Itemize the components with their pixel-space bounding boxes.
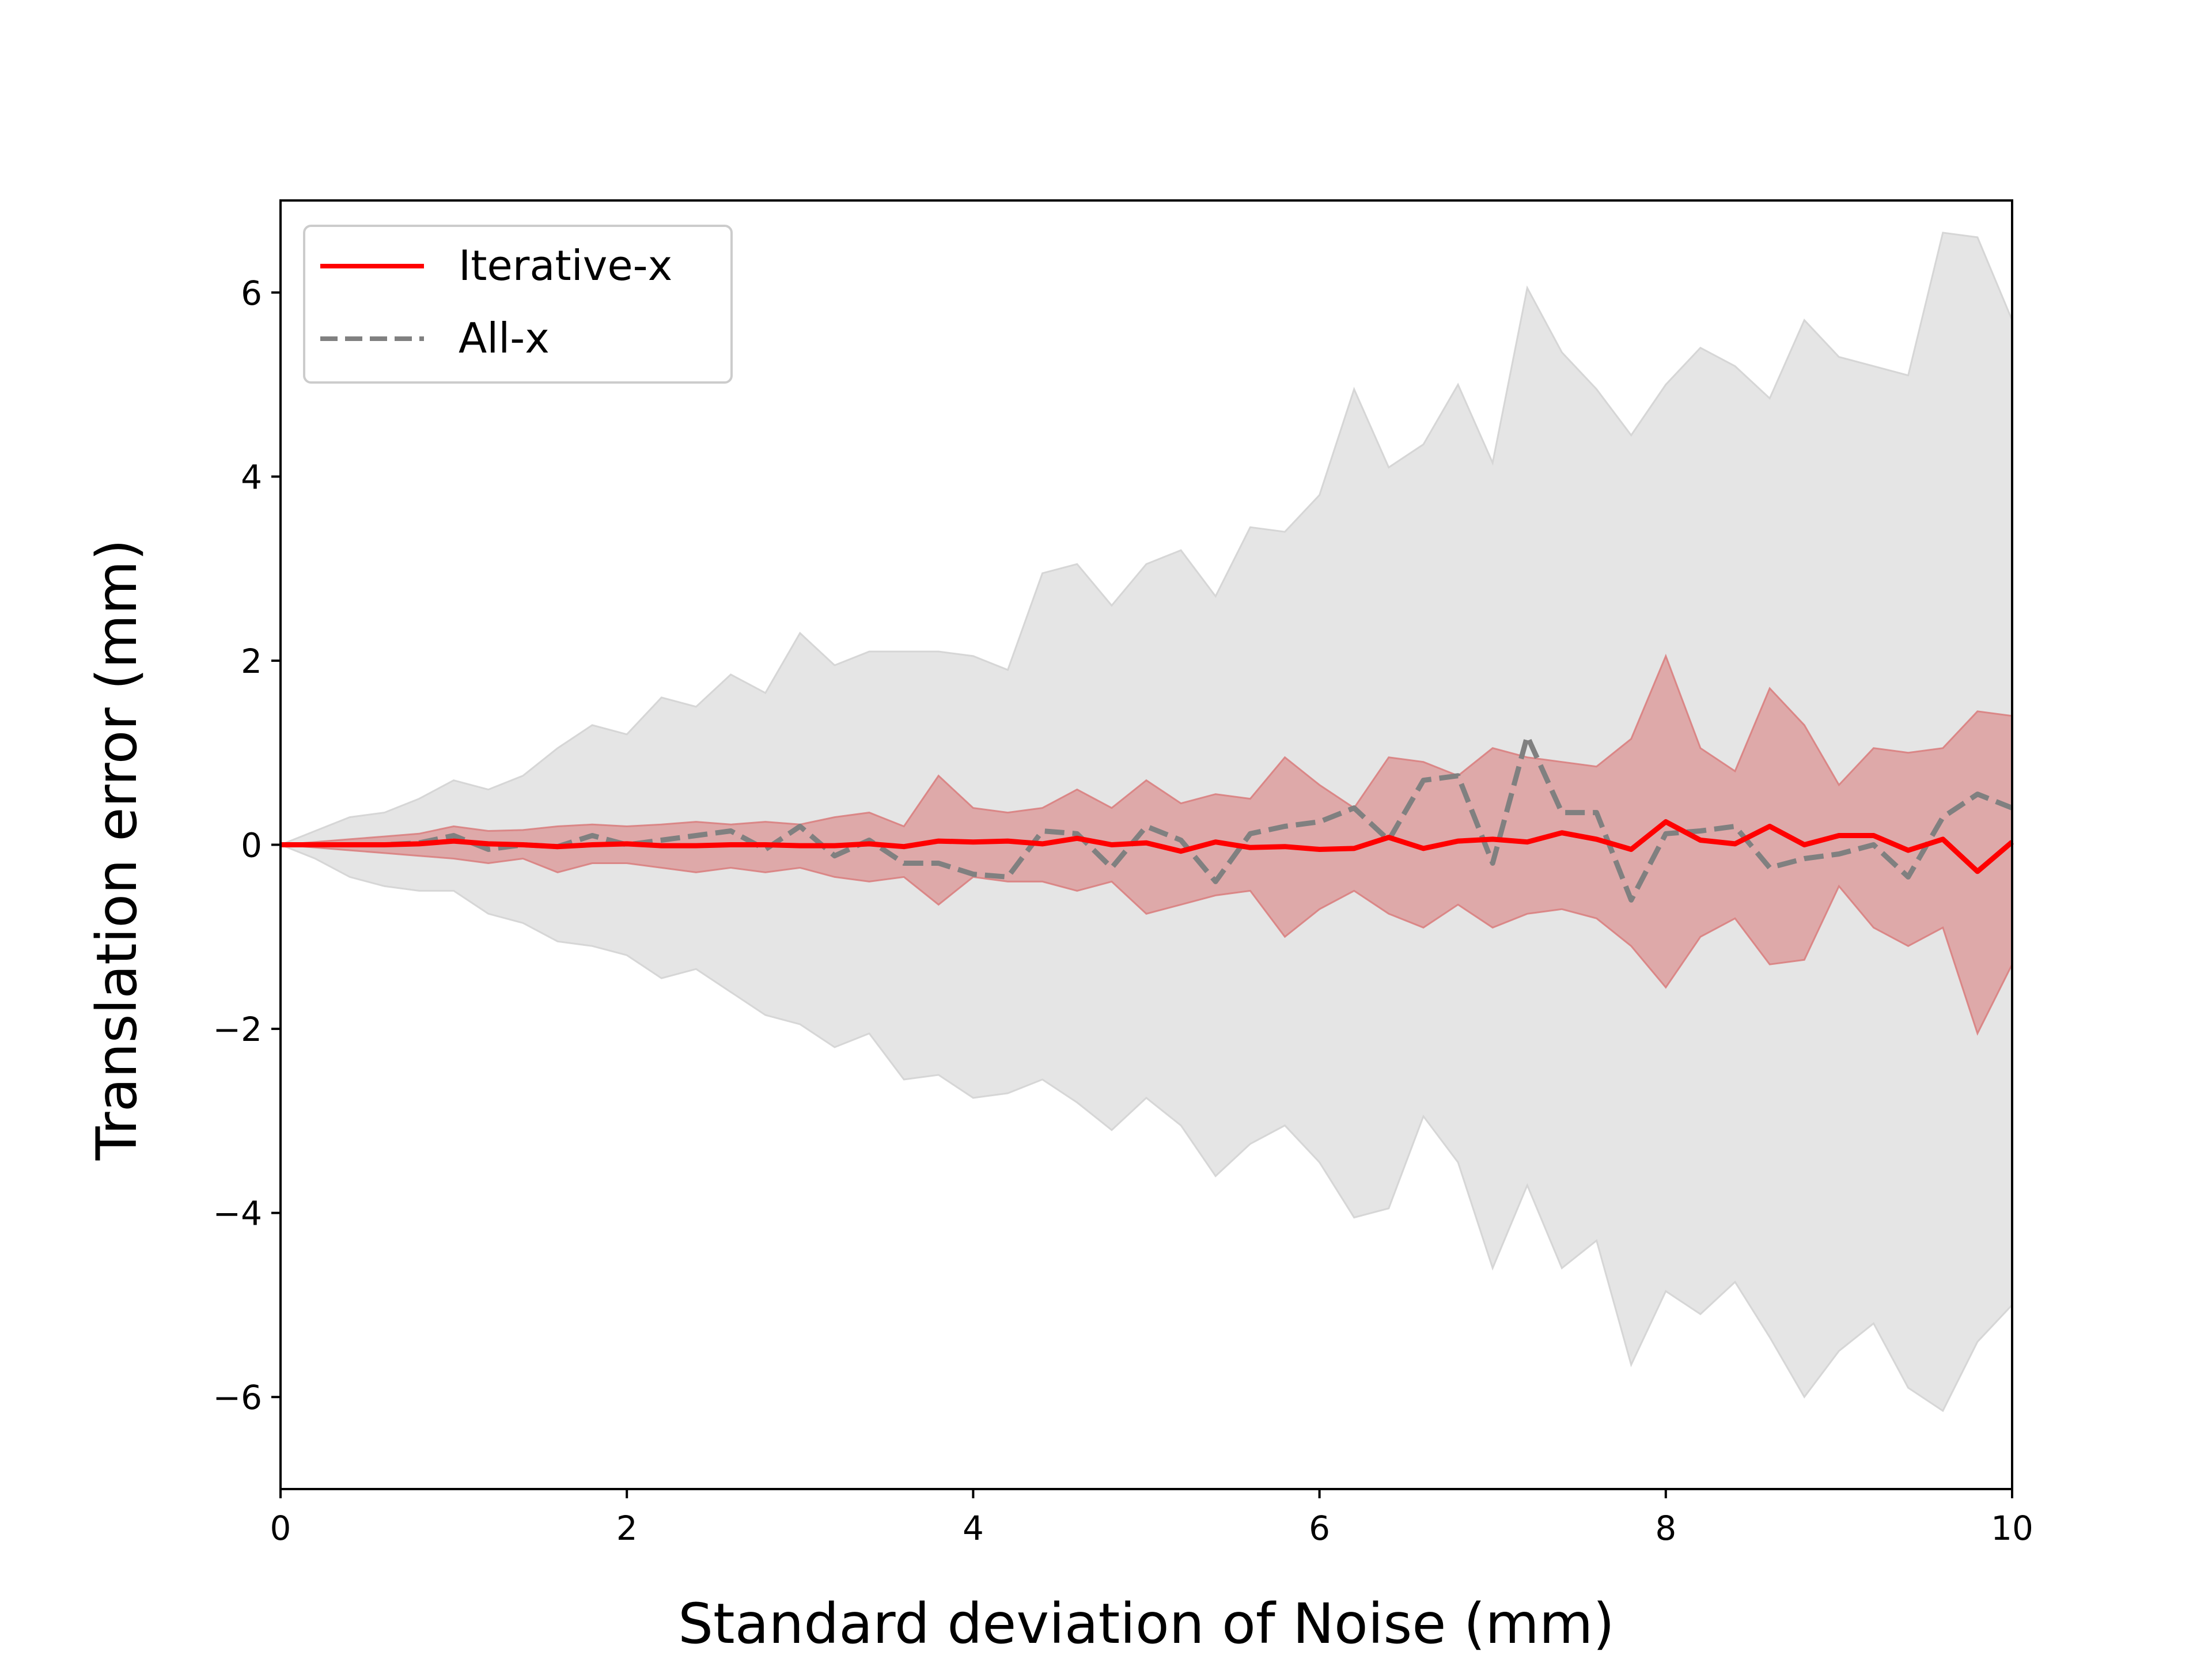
y-axis-label: Translation error (mm) <box>85 539 149 1161</box>
lines-layer <box>281 733 2014 903</box>
y-tick-label: 0 <box>241 826 262 865</box>
y-tick-label: −2 <box>213 1010 263 1049</box>
y-tick-label: −6 <box>213 1378 263 1417</box>
legend-label-iterative-x: Iterative-x <box>459 241 672 290</box>
x-axis-label: Standard deviation of Noise (mm) <box>678 1592 1615 1656</box>
y-axis-ticks: −6 −4 −2 0 2 4 6 <box>213 274 281 1417</box>
x-tick-label: 8 <box>1655 1509 1676 1548</box>
series-line-iterative-x <box>281 819 2014 874</box>
y-tick-label: 6 <box>241 274 262 313</box>
legend-label-all-x: All-x <box>459 314 550 362</box>
x-tick-label: 0 <box>270 1509 291 1548</box>
y-tick-label: −4 <box>213 1194 263 1233</box>
x-tick-label: 6 <box>1309 1509 1330 1548</box>
x-tick-label: 4 <box>963 1509 984 1548</box>
x-axis-ticks: 0 2 4 6 8 10 <box>270 1489 2033 1548</box>
x-tick-label: 2 <box>616 1509 638 1548</box>
y-tick-label: 2 <box>241 642 262 681</box>
y-tick-label: 4 <box>241 457 262 497</box>
legend: Iterative-x All-x <box>303 225 733 384</box>
series-line-all-x <box>281 733 2013 903</box>
x-tick-label: 10 <box>1991 1509 2033 1548</box>
